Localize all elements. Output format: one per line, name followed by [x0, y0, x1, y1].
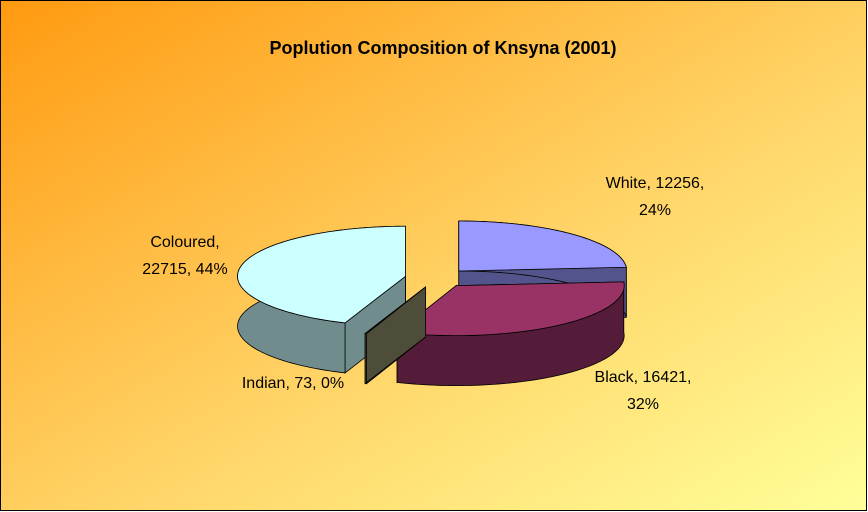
data-label: Coloured, [150, 234, 219, 251]
slice [396, 281, 625, 387]
data-label: 24% [639, 202, 671, 219]
data-label: 22715, 44% [142, 261, 227, 278]
chart-title: Poplution Composition of Knsyna (2001) [269, 38, 616, 58]
slice-top [364, 286, 426, 335]
data-label: Black, 16421, [595, 369, 692, 386]
data-label: 32% [627, 396, 659, 413]
slice-top [396, 281, 625, 337]
slice [237, 225, 406, 374]
data-label: White, 12256, [606, 175, 705, 192]
slice-outer-wall [364, 333, 367, 385]
slice [364, 286, 427, 385]
slice-top [458, 220, 627, 272]
slice-top [237, 225, 406, 324]
data-label: Indian, 73, 0% [242, 375, 344, 392]
